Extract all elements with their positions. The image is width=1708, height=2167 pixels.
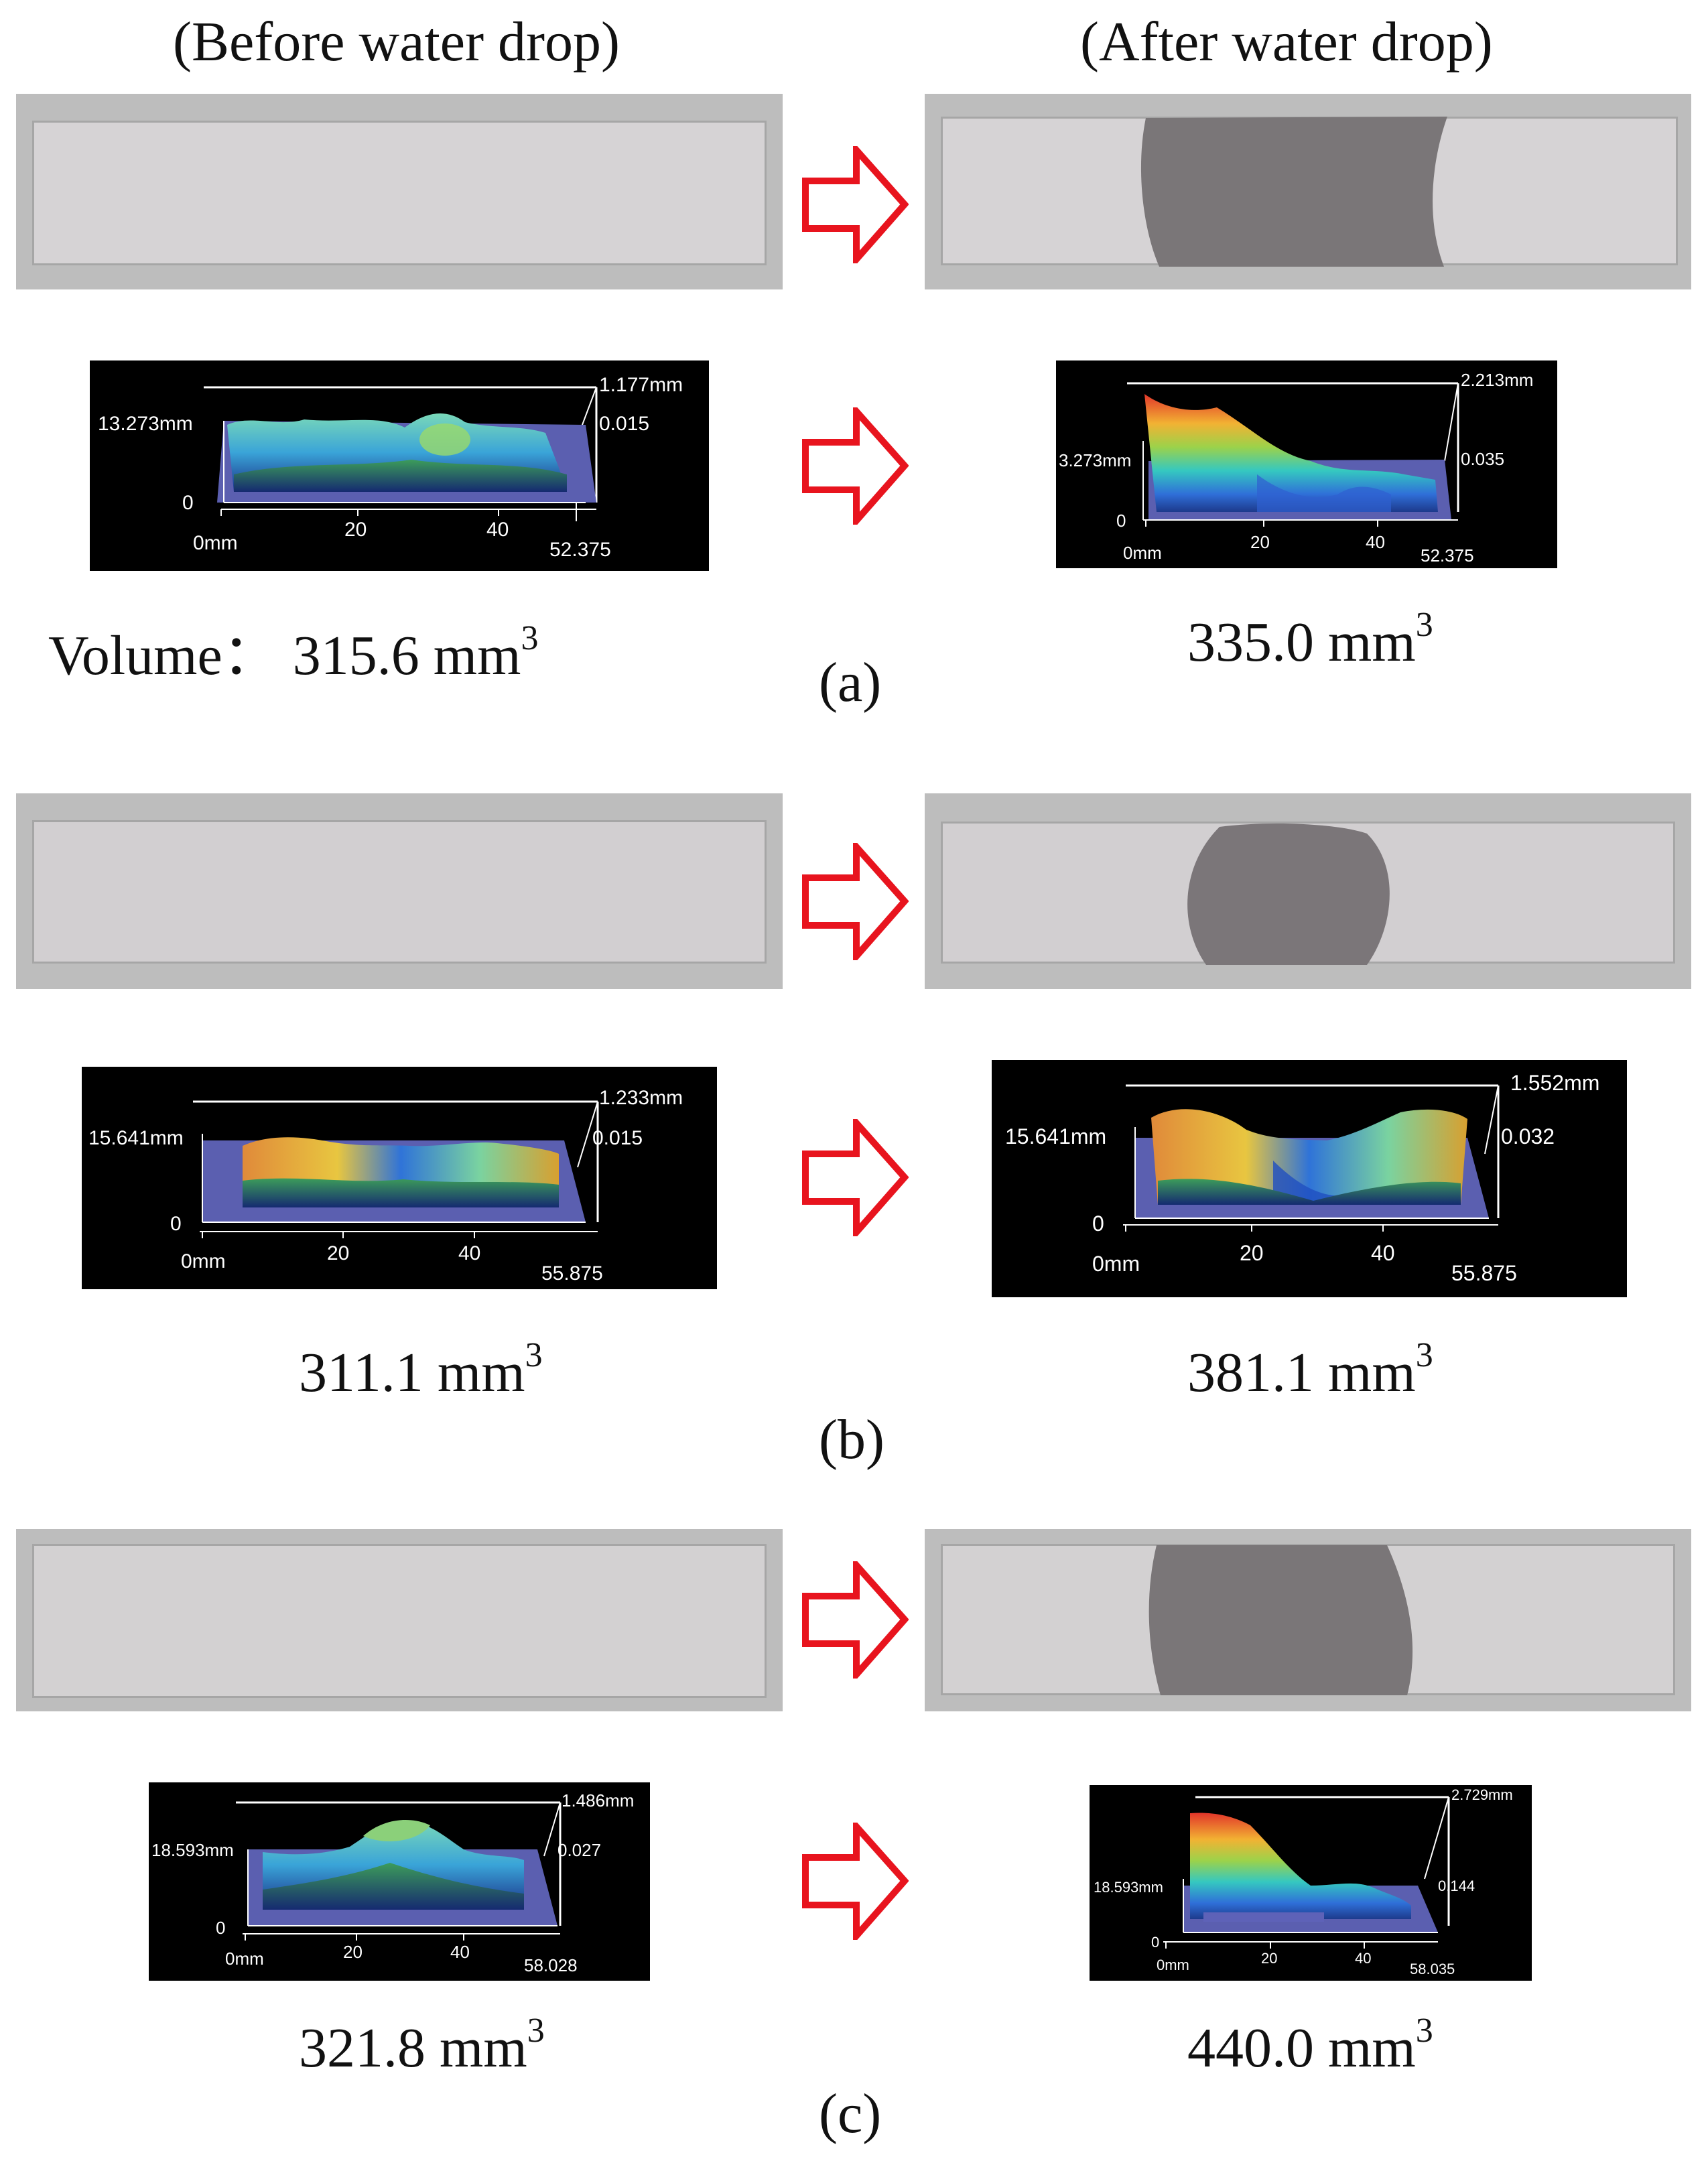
surface-map-after-a: 2.213mm 0.035 3.273mm 0 0mm 20 40 52.375: [1056, 360, 1557, 568]
x-tick-0: 0mm: [193, 532, 238, 554]
right-arrow-icon: [802, 1561, 909, 1679]
sample-photo-before-b: [16, 793, 783, 989]
volume-before-a: Volume： 315.6 mm3: [48, 610, 538, 691]
surface-map-before-c: 1.486mm 0.027 18.593mm 0 0mm 20 40 58.02…: [149, 1782, 650, 1981]
x-tick-40: 40: [1371, 1241, 1395, 1265]
volume-after-c: 440.0 mm3: [1187, 2012, 1433, 2081]
y-axis-label: 15.641mm: [1005, 1124, 1107, 1148]
z-min-label: 0.144: [1438, 1878, 1475, 1894]
surface-map-before-b: 1.233mm 0.015 15.641mm 0 0mm 20 40 55.87…: [82, 1067, 717, 1289]
volume-unit-exponent: 3: [1415, 606, 1433, 644]
sample-photo-after-a: [925, 94, 1691, 289]
panel-label-b: (b): [819, 1408, 884, 1471]
x-tick-40: 40: [450, 1942, 470, 1962]
volume-after-a: 335.0 mm3: [1187, 606, 1433, 675]
x-tick-20: 20: [343, 1942, 363, 1962]
right-arrow-icon: [802, 407, 909, 525]
x-tick-20: 20: [327, 1242, 350, 1264]
z-max-label: 2.729mm: [1451, 1786, 1513, 1803]
right-arrow-icon: [802, 146, 909, 263]
x-tick-end: 58.028: [524, 1955, 578, 1975]
volume-value: 440.0: [1187, 2017, 1314, 2079]
volume-unit-exponent: 3: [521, 619, 539, 657]
sample-photo-before-a: [16, 94, 783, 289]
z-max-label: 1.552mm: [1510, 1071, 1600, 1095]
x-tick-end: 55.875: [1451, 1261, 1517, 1285]
z-min-label: 0.015: [599, 413, 650, 435]
sample-photo-after-c: [925, 1529, 1691, 1711]
panel-label-a: (a): [819, 651, 882, 714]
x-tick-20: 20: [1240, 1241, 1264, 1265]
volume-before-c: 321.8 mm3: [299, 2012, 545, 2081]
z-max-label: 2.213mm: [1461, 370, 1534, 390]
zero-label: 0: [216, 1918, 226, 1938]
y-axis-label: 15.641mm: [88, 1127, 184, 1149]
x-tick-40: 40: [1355, 1950, 1372, 1967]
x-tick-20: 20: [1250, 532, 1270, 552]
z-max-label: 1.177mm: [599, 374, 683, 396]
volume-before-b: 311.1 mm3: [299, 1336, 543, 1405]
x-tick-40: 40: [486, 519, 509, 541]
x-tick-0: 0mm: [1092, 1252, 1140, 1276]
zero-label: 0: [1092, 1211, 1104, 1236]
y-axis-label: 18.593mm: [151, 1840, 234, 1860]
x-tick-0: 0mm: [225, 1949, 264, 1969]
x-tick-0: 0mm: [181, 1250, 226, 1272]
volume-unit: mm: [440, 2017, 527, 2079]
volume-value: 321.8: [299, 2017, 425, 2079]
sample-photo-before-c: [16, 1529, 783, 1711]
x-tick-end: 58.035: [1410, 1961, 1455, 1977]
volume-value: 315.6: [292, 625, 419, 687]
volume-value: 311.1: [299, 1341, 423, 1404]
right-arrow-icon: [802, 843, 909, 960]
volume-value: 381.1: [1187, 1341, 1314, 1404]
x-tick-40: 40: [1366, 532, 1385, 552]
y-axis-label: 18.593mm: [1094, 1879, 1163, 1896]
volume-unit-exponent: 3: [527, 2012, 545, 2050]
x-tick-0: 0mm: [1123, 543, 1162, 563]
z-min-label: 0.027: [557, 1840, 602, 1860]
surface-map-before-a: 1.177mm 0.015 13.273mm 0 0mm 20 40 52.37…: [90, 360, 709, 571]
volume-unit-exponent: 3: [525, 1336, 543, 1374]
volume-unit-exponent: 3: [1415, 1336, 1433, 1374]
volume-unit: mm: [1328, 1341, 1416, 1404]
surface-map-after-b: 1.552mm 0.032 15.641mm 0 0mm 20 40 55.87…: [992, 1060, 1627, 1297]
z-max-label: 1.233mm: [599, 1087, 683, 1109]
x-tick-end: 52.375: [1421, 545, 1474, 566]
zero-label: 0: [170, 1213, 182, 1235]
volume-unit: mm: [437, 1341, 525, 1404]
volume-after-b: 381.1 mm3: [1187, 1336, 1433, 1405]
z-max-label: 1.486mm: [562, 1790, 635, 1811]
sample-photo-after-b: [925, 793, 1691, 989]
header-before: (Before water drop): [173, 11, 620, 73]
right-arrow-icon: [802, 1823, 909, 1940]
y-axis-label: 13.273mm: [98, 413, 193, 435]
header-after: (After water drop): [1080, 11, 1493, 73]
volume-unit: mm: [433, 625, 521, 687]
x-tick-0: 0mm: [1157, 1957, 1189, 1973]
zero-label: 0: [1151, 1934, 1160, 1951]
zero-label: 0: [1116, 511, 1126, 531]
volume-value: 335.0: [1187, 611, 1314, 673]
surface-map-after-c: 2.729mm 0.144 18.593mm 0 0mm 20 40 58.03…: [1090, 1785, 1532, 1981]
x-tick-40: 40: [458, 1242, 481, 1264]
x-tick-end: 55.875: [541, 1262, 603, 1285]
volume-unit: mm: [1328, 2017, 1416, 2079]
right-arrow-icon: [802, 1119, 909, 1236]
x-tick-end: 52.375: [549, 539, 611, 561]
z-min-label: 0.032: [1501, 1124, 1555, 1148]
z-min-label: 0.015: [592, 1127, 643, 1149]
volume-prefix: Volume：: [48, 625, 279, 687]
volume-unit: mm: [1328, 611, 1416, 673]
x-tick-20: 20: [344, 519, 367, 541]
panel-label-c: (c): [819, 2083, 882, 2145]
zero-label: 0: [182, 492, 194, 514]
x-tick-20: 20: [1261, 1950, 1278, 1967]
volume-unit-exponent: 3: [1415, 2012, 1433, 2050]
z-min-label: 0.035: [1461, 449, 1505, 469]
y-axis-label: 3.273mm: [1059, 450, 1132, 470]
